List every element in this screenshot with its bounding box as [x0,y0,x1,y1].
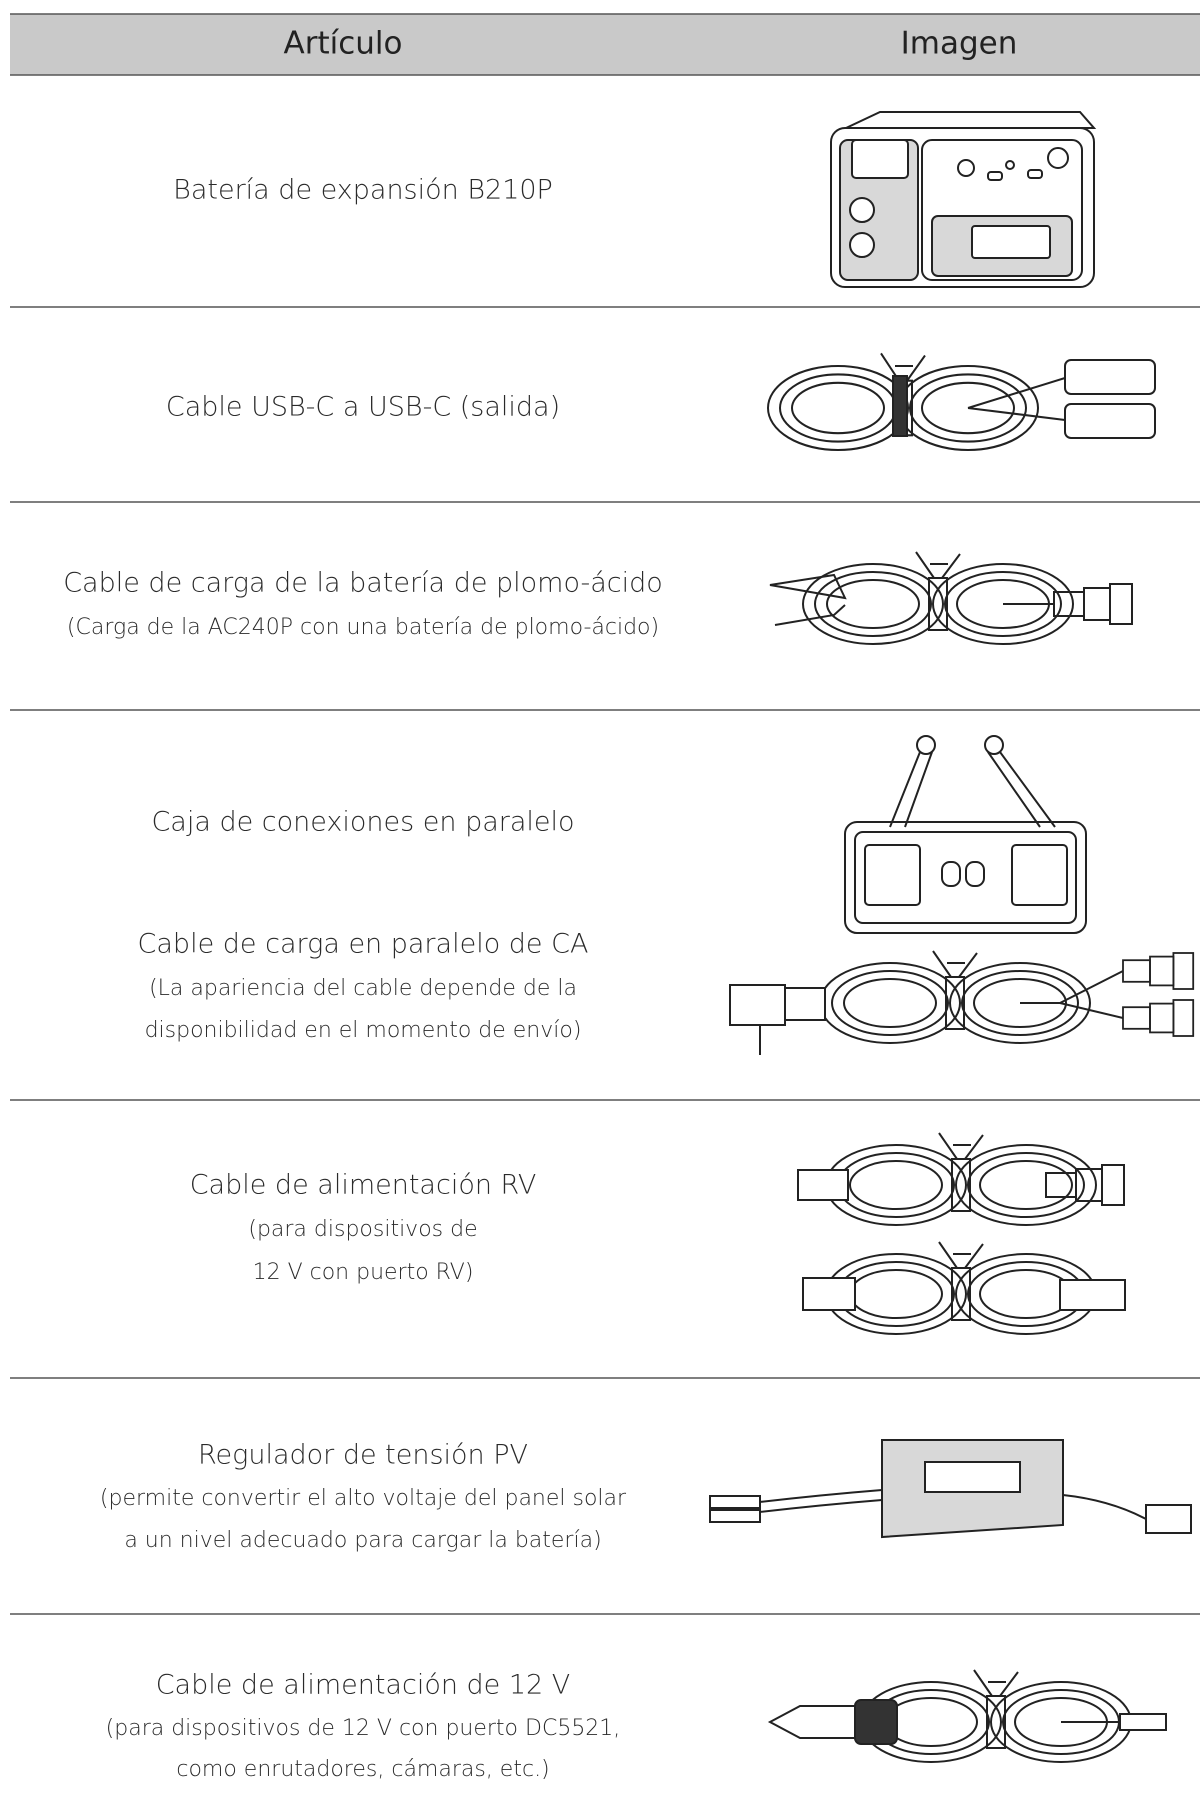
column-header: Imagen [901,26,1018,62]
usb-cable-illustration [766,352,1156,452]
item-note: a un nivel adecuado para cargar la bater… [124,1528,601,1553]
item-title: Cable de carga en paralelo de CA [138,929,589,960]
pv-regulator-illustration [709,1439,1192,1539]
item-title: Cable de alimentación RV [190,1170,537,1201]
item-title: Cable de alimentación de 12 V [156,1670,571,1701]
rv-cable-illustration [797,1132,1126,1335]
item-note: (para dispositivos de [248,1217,477,1242]
item-note: (permite convertir el alto voltaje del p… [100,1486,627,1511]
item-title: Regulador de tensión PV [198,1440,528,1471]
item-note: disponibilidad en el momento de envío) [145,1018,582,1043]
item-title: Caja de conexiones en paralelo [151,807,574,838]
junction-box-illustration [844,735,1087,934]
item-note: 12 V con puerto RV) [253,1260,474,1285]
ac-cable-illustration [729,950,1195,1055]
battery-illustration [830,111,1097,288]
car-cable-illustration [767,1669,1167,1763]
item-title: Cable USB-C a USB-C (salida) [166,392,560,423]
item-note: (para dispositivos de 12 V con puerto DC… [106,1716,621,1741]
item-note: (Carga de la AC240P con una batería de p… [67,615,659,640]
item-note: (La apariencia del cable depende de la [149,976,577,1001]
item-title: Batería de expansión B210P [173,175,553,206]
item-note: como enrutadores, cámaras, etc.) [176,1757,549,1782]
item-title: Cable de carga de la batería de plomo-ác… [63,568,663,599]
lead-acid-cable-illustration [769,551,1133,645]
header-bg [10,14,1200,75]
column-header: Artículo [284,26,403,62]
